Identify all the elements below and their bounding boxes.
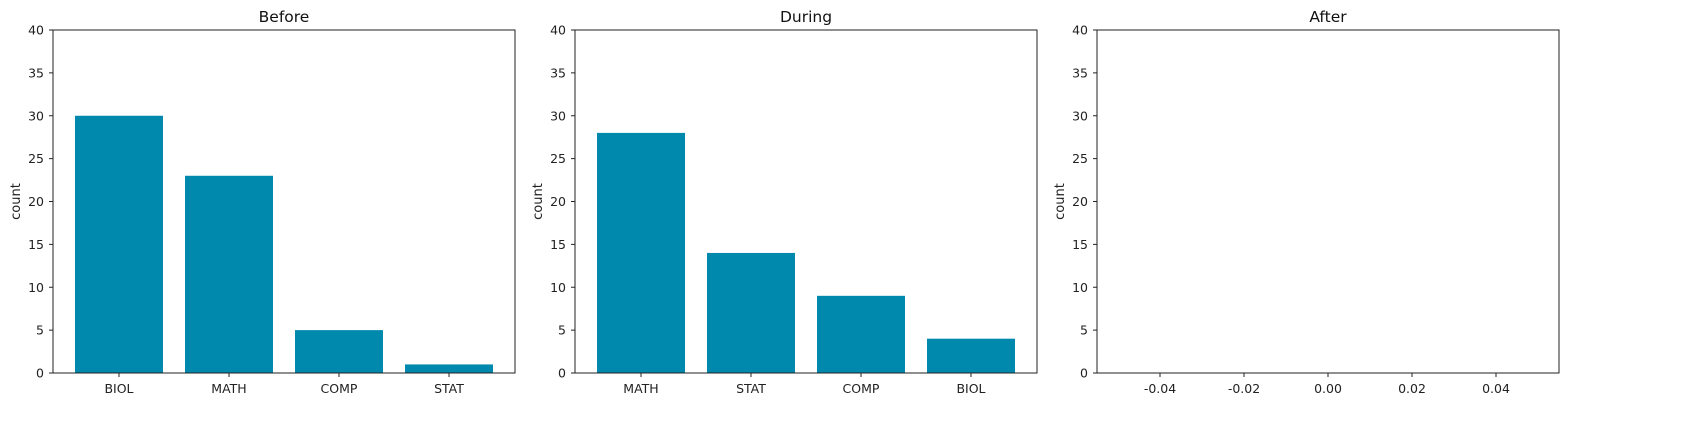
- chart-panel-3: -0.04 -0.02 0.00 0.02 0.04 0 5 10 15 20 25 30 35 40 co…: [1053, 8, 1560, 396]
- y-tick-label: 40: [1072, 23, 1088, 38]
- chart-panel-2: MATH STAT COMP BIOL 0 5 10 15 20 25 30 35 40 count Dur…: [531, 8, 1038, 396]
- bar-stat: [707, 252, 795, 373]
- x-tick-label: MATH: [623, 381, 658, 396]
- x-tick-label: MATH: [211, 381, 246, 396]
- plot-frame: [52, 29, 516, 374]
- y-tick-label: 25: [1072, 151, 1088, 166]
- plot-frame: [574, 29, 1038, 374]
- chart-title: After: [1309, 8, 1347, 26]
- bar-biol: [927, 338, 1015, 373]
- y-tick-label: 20: [550, 194, 566, 209]
- y-tick-label: 5: [1080, 323, 1088, 338]
- chart-title: During: [780, 8, 832, 26]
- x-tick-label: BIOL: [104, 381, 133, 396]
- y-tick-label: 5: [558, 323, 566, 338]
- bar-comp: [295, 330, 383, 373]
- y-axis-label: count: [1053, 183, 1068, 220]
- y-tick-label: 35: [1072, 65, 1088, 80]
- x-tick-label: 0.04: [1482, 381, 1510, 396]
- y-tick-label: 20: [28, 194, 44, 209]
- x-tick-label: 0.00: [1314, 381, 1342, 396]
- y-tick-label: 5: [36, 323, 44, 338]
- x-tick-label: 0.02: [1398, 381, 1426, 396]
- y-tick-label: 20: [1072, 194, 1088, 209]
- y-tick-label: 35: [28, 65, 44, 80]
- x-tick-label: COMP: [321, 381, 358, 396]
- y-tick-label: 10: [1072, 280, 1088, 295]
- y-tick-label: 15: [28, 237, 44, 252]
- y-tick-label: 15: [550, 237, 566, 252]
- x-tick-label: STAT: [434, 381, 464, 396]
- y-tick-label: 15: [1072, 237, 1088, 252]
- chart-panel-1: BIOL MATH COMP STAT 0 5 10 15 20 25 30 35 40 count Bef…: [9, 8, 516, 396]
- y-tick-label: 30: [1072, 108, 1088, 123]
- y-tick-label: 0: [1080, 366, 1088, 381]
- y-tick-label: 10: [28, 280, 44, 295]
- bar-stat: [405, 364, 493, 373]
- bar-math: [185, 175, 273, 373]
- x-tick-label: COMP: [843, 381, 880, 396]
- plot-frame: [1096, 29, 1560, 374]
- y-tick-label: 30: [550, 108, 566, 123]
- y-axis-label: count: [9, 183, 24, 220]
- y-tick-label: 40: [28, 23, 44, 38]
- x-tick-label: BIOL: [956, 381, 985, 396]
- bar-comp: [817, 295, 905, 373]
- bar-biol: [75, 115, 163, 373]
- y-tick-label: 25: [550, 151, 566, 166]
- y-tick-label: 40: [550, 23, 566, 38]
- y-tick-label: 25: [28, 151, 44, 166]
- x-tick-label: -0.02: [1228, 381, 1260, 396]
- y-tick-label: 0: [36, 366, 44, 381]
- y-tick-label: 30: [28, 108, 44, 123]
- bar-math: [597, 132, 685, 373]
- y-tick-label: 10: [550, 280, 566, 295]
- y-tick-label: 35: [550, 65, 566, 80]
- chart-title: Before: [259, 8, 310, 26]
- x-tick-label: -0.04: [1144, 381, 1176, 396]
- y-tick-label: 0: [558, 366, 566, 381]
- y-axis-label: count: [531, 183, 546, 220]
- x-tick-label: STAT: [736, 381, 766, 396]
